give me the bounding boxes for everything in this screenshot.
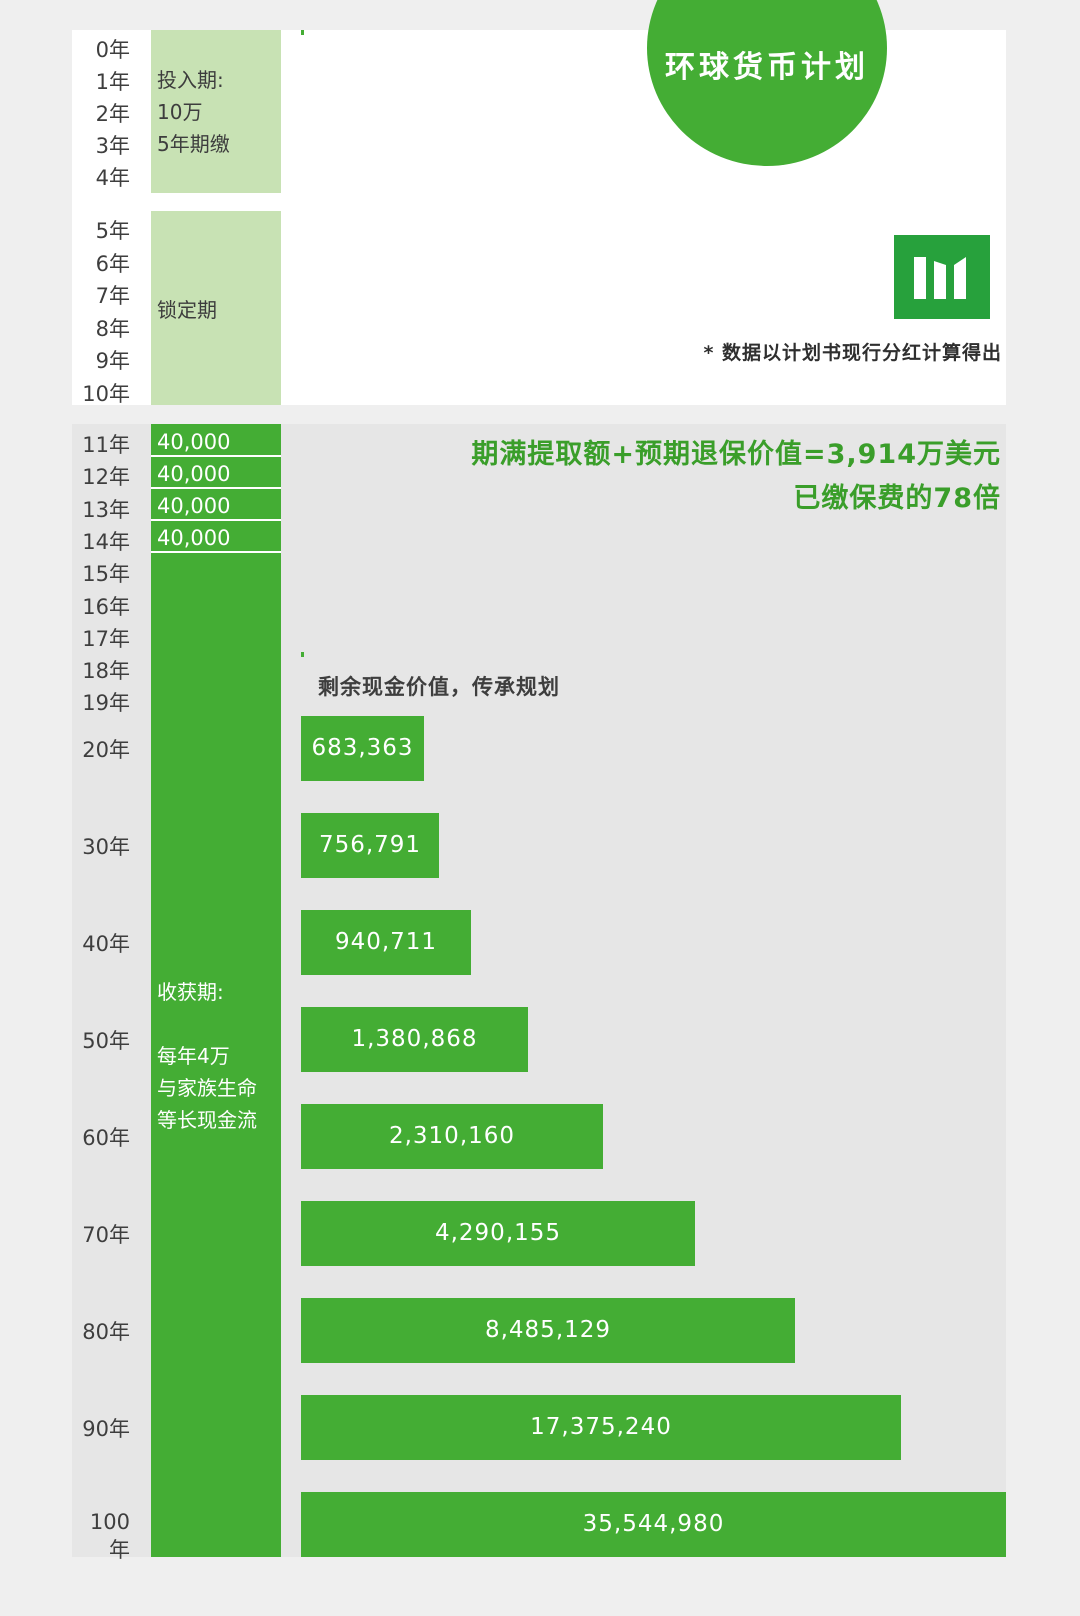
year-label: 19年 — [82, 691, 130, 716]
year-label: 16年 — [82, 594, 130, 619]
headline-multiple: 已缴保费的78倍 — [793, 483, 1001, 514]
bar — [301, 1492, 1006, 1557]
year-label: 2年 — [95, 102, 130, 126]
year-label: 14年 — [82, 529, 130, 554]
manulife-logo-icon — [894, 235, 990, 319]
year-label: 18年 — [82, 659, 130, 684]
bar — [301, 1395, 901, 1460]
year-label: 7年 — [95, 284, 130, 308]
invest-phase-column — [151, 30, 281, 193]
bar-category-label: 40年 — [82, 932, 130, 956]
bar-value-label: 756,791 — [318, 832, 422, 858]
lock-phase-column — [151, 211, 281, 405]
bar — [301, 1298, 795, 1363]
year-label: 9年 — [95, 349, 130, 373]
bar-category-label: 90年 — [82, 1417, 130, 1441]
year-label: 10年 — [82, 381, 130, 406]
year-label: 0年 — [95, 38, 130, 62]
year-label: 13年 — [82, 497, 130, 522]
bar-category-label: 20年 — [82, 738, 130, 762]
bar — [301, 716, 424, 781]
headline-total: 期满提取额+预期退保价值=3,914万美元 — [471, 439, 1001, 470]
bar-category-label: 30年 — [82, 835, 130, 859]
harvest-phase-column — [151, 424, 281, 1557]
chart-title: 环球货币计划 — [665, 50, 869, 85]
bar-value-label: 683,363 — [311, 735, 414, 761]
year-label: 17年 — [82, 626, 130, 651]
invest-phase-label: 投入期: 10万 5年期缴 — [157, 68, 230, 156]
footnote: * 数据以计划书现行分红计算得出 — [703, 342, 1002, 364]
bar-value-label: 2,310,160 — [388, 1123, 516, 1149]
year-label: 12年 — [82, 465, 130, 490]
bar-category-label: 50年 — [82, 1029, 130, 1053]
year-label: 8年 — [95, 316, 130, 341]
bar-category-label: 70年 — [82, 1223, 130, 1247]
bar — [301, 813, 439, 878]
withdrawal-cell: 40,000 — [151, 427, 281, 457]
bar — [301, 910, 471, 975]
sub-caption: 剩余现金价值，传承规划 — [318, 675, 560, 699]
harvest-phase-label: 收获期: 每年4万 与家族生命 等长现金流 — [157, 980, 257, 1132]
bar — [301, 1201, 695, 1266]
bar-value-label: 17,375,240 — [530, 1414, 672, 1440]
year-label: 6年 — [95, 251, 130, 276]
bar-value-label: 940,711 — [334, 929, 438, 955]
year-label: 3年 — [95, 134, 130, 158]
bar-category-label: 60年 — [82, 1126, 130, 1150]
withdrawal-cell: 40,000 — [151, 523, 281, 553]
year-label: 1年 — [95, 70, 130, 94]
withdrawal-cell: 40,000 — [151, 491, 281, 521]
corner-tick — [301, 30, 304, 35]
bar-value-label: 1,380,868 — [351, 1026, 478, 1052]
year-label: 15年 — [82, 562, 130, 587]
year-label: 11年 — [82, 433, 130, 457]
lock-phase-label: 锁定期 — [157, 298, 217, 322]
bar-category-label: 100年 — [89, 1510, 130, 1562]
bar — [301, 1104, 603, 1169]
year-label: 5年 — [95, 219, 130, 243]
year-label: 4年 — [95, 166, 130, 190]
bar-category-label: 80年 — [82, 1320, 130, 1344]
corner-tick — [301, 652, 304, 657]
bar-value-label: 35,544,980 — [582, 1511, 725, 1537]
bar — [301, 1007, 528, 1072]
withdrawal-cell: 40,000 — [151, 459, 281, 489]
bar-value-label: 4,290,155 — [434, 1220, 562, 1246]
bar-value-label: 8,485,129 — [484, 1317, 612, 1343]
